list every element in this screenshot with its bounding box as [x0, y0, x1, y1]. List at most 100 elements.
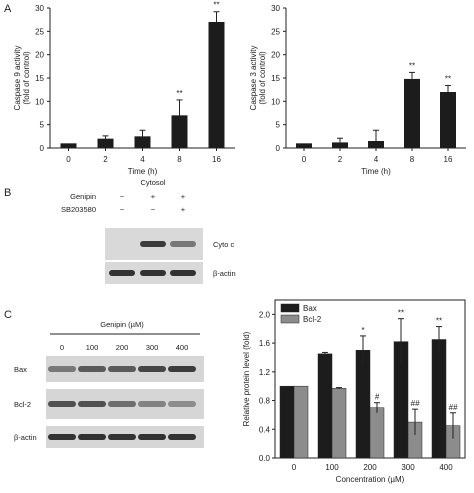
- protein-band: [168, 434, 196, 440]
- protein-band: [48, 401, 76, 407]
- treatment-mark: +: [181, 192, 186, 201]
- bar: [368, 141, 384, 148]
- protein-band: [48, 434, 76, 440]
- protein-band: [140, 270, 166, 276]
- y-tick-label: 1.6: [259, 339, 271, 348]
- lane-label: 100: [86, 343, 99, 352]
- bar: [97, 138, 114, 148]
- y-tick-label: 1.2: [259, 368, 271, 377]
- x-tick-label: 16: [444, 155, 453, 164]
- protein-level-chart: 0.0 0.4 0.8 1.2 1.6 2.0 0 100 * #200 ** ## 300 ** ## 40…: [242, 299, 466, 484]
- y-tick-label: 20: [35, 51, 44, 60]
- legend-label: Bax: [303, 304, 317, 313]
- significance-label: ##: [411, 399, 420, 408]
- x-tick-label: 200: [363, 463, 377, 472]
- panel-label-b: B: [4, 187, 11, 199]
- western-blot-c: Genipin (µM) 0 100 200 300 400 Bax Bcl-2 β-actin: [14, 320, 204, 448]
- significance-label: **: [398, 309, 404, 318]
- protein-band: [108, 434, 136, 440]
- protein-band: [138, 434, 166, 440]
- bar: [60, 143, 77, 148]
- significance-label: #: [375, 393, 380, 402]
- x-tick-label: 16: [212, 155, 221, 164]
- significance-label: *: [361, 326, 364, 335]
- protein-band: [138, 366, 166, 372]
- y-tick-label: 0.8: [259, 397, 271, 406]
- protein-band: [108, 401, 136, 407]
- y-tick-label: 0: [276, 144, 281, 153]
- protein-band: [168, 401, 196, 407]
- protein-band: [168, 366, 196, 372]
- protein-band: [108, 366, 136, 372]
- legend-swatch: [280, 314, 300, 324]
- bar-bax: [317, 353, 333, 459]
- bar: [134, 136, 151, 148]
- protein-band: [109, 270, 135, 276]
- y-tick-label: 10: [271, 97, 280, 106]
- bar-bax: [355, 350, 371, 459]
- bar: [208, 22, 225, 148]
- protein-band: [170, 270, 196, 276]
- bar-bax: [431, 339, 447, 459]
- y-tick-label: 25: [35, 27, 44, 36]
- y-axis-label: Relative protein level (fold): [242, 331, 251, 426]
- y-tick-label: 0.0: [259, 454, 271, 463]
- x-tick-label: 300: [401, 463, 415, 472]
- x-axis-label: Time (h): [128, 167, 158, 176]
- bar-bcl-2: [293, 385, 309, 459]
- x-tick-label: 8: [177, 155, 182, 164]
- significance-label: **: [445, 74, 451, 83]
- band-label: Bax: [14, 365, 27, 374]
- x-tick-label: 2: [103, 155, 108, 164]
- protein-band: [48, 366, 76, 372]
- y-tick-label: 10: [35, 97, 44, 106]
- protein-band: [138, 401, 166, 407]
- y-tick-label: 20: [271, 51, 280, 60]
- y-tick-label: 15: [35, 74, 44, 83]
- x-tick-label: 4: [374, 155, 379, 164]
- legend-swatch: [280, 303, 300, 313]
- caspase9-chart: 0 5 10 15 20 25 30 0 2 4 ** 8 ** 16 Time (h) Caspase 9 …: [13, 1, 235, 176]
- treatment-mark: −: [120, 205, 125, 214]
- western-blot-b: Cytosol Genipin − + + SB203580 − − + Cyto c β-acti…: [61, 178, 236, 284]
- treatment-label: SB203580: [61, 205, 96, 214]
- lane-label: 300: [146, 343, 159, 352]
- legend-label: Bcl-2: [303, 315, 322, 324]
- significance-label: **: [436, 317, 442, 326]
- significance-label: **: [176, 89, 182, 98]
- protein-band: [78, 366, 106, 372]
- treatment-mark: −: [151, 205, 156, 214]
- x-tick-label: 400: [439, 463, 453, 472]
- y-axis-label-2: (fold of control): [258, 51, 267, 105]
- y-tick-label: 25: [271, 27, 280, 36]
- blot-header: Cytosol: [140, 178, 165, 187]
- band-label: Bcl-2: [14, 400, 31, 409]
- y-tick-label: 5: [276, 121, 281, 130]
- y-tick-label: 0: [40, 144, 45, 153]
- x-tick-label: 4: [140, 155, 145, 164]
- x-axis-label: Time (h): [361, 167, 391, 176]
- y-tick-label: 0.4: [259, 425, 271, 434]
- y-tick-label: 30: [271, 4, 280, 13]
- y-axis-label: Caspase 9 activity: [13, 46, 22, 111]
- significance-label: **: [409, 61, 415, 70]
- bar: [171, 115, 188, 148]
- x-axis-label: Concentration (µM): [336, 475, 405, 484]
- x-tick-label: 0: [302, 155, 307, 164]
- protein-band: [78, 434, 106, 440]
- band-label: Cyto c: [213, 240, 235, 249]
- bar: [404, 78, 420, 148]
- x-tick-label: 0: [66, 155, 71, 164]
- blot-header: Genipin (µM): [100, 320, 144, 329]
- treatment-mark: −: [120, 192, 125, 201]
- significance-label: **: [213, 1, 219, 10]
- lane-label: 0: [60, 343, 64, 352]
- y-axis-label: Caspase 3 activity: [249, 46, 258, 111]
- x-tick-label: 8: [410, 155, 415, 164]
- lane-label: 400: [176, 343, 189, 352]
- significance-label: ##: [449, 403, 458, 412]
- lane-label: 200: [116, 343, 129, 352]
- caspase3-chart: 0 5 10 15 20 25 30 0 2 4 ** 8 ** 16 Time (h) Caspase 3 …: [249, 4, 466, 176]
- y-tick-label: 30: [35, 4, 44, 13]
